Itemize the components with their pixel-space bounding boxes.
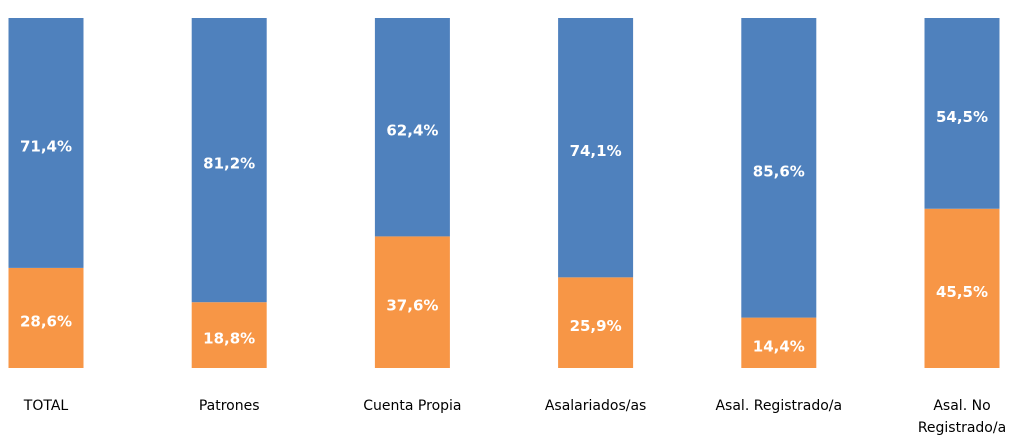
- value-label: 62,4%: [386, 122, 438, 140]
- bar-segment: [741, 18, 817, 318]
- bar-segment: [8, 18, 84, 268]
- value-label: 45,5%: [936, 283, 988, 301]
- bar-segment: [374, 18, 450, 237]
- x-tick-label: Asalariados/as: [544, 398, 647, 414]
- bar-segment: [191, 18, 267, 303]
- bar-segment: [191, 302, 267, 368]
- x-tick-label: Cuenta Propia: [363, 398, 462, 414]
- bar-segment: [741, 317, 817, 368]
- x-tick-label: Asal. Registrado/a: [715, 398, 843, 414]
- value-label: 28,6%: [20, 312, 72, 330]
- x-tick-label: TOTAL: [23, 398, 69, 414]
- value-label: 81,2%: [203, 155, 255, 173]
- value-label: 74,1%: [570, 142, 622, 160]
- bar-segment: [374, 236, 450, 368]
- bar-segment: [924, 18, 1000, 209]
- value-label: 71,4%: [20, 137, 72, 155]
- value-label: 85,6%: [753, 162, 805, 180]
- bar-segment: [924, 208, 1000, 368]
- value-label: 14,4%: [753, 337, 805, 355]
- x-tick-label: Asal. No Registrado/a: [917, 398, 1007, 436]
- bar-segment: [558, 277, 634, 368]
- value-label: 18,8%: [203, 330, 255, 348]
- value-label: 37,6%: [386, 297, 438, 315]
- bar-segment: [558, 18, 634, 278]
- value-label: 54,5%: [936, 108, 988, 126]
- value-label: 25,9%: [570, 317, 622, 335]
- bar-segment: [8, 267, 84, 368]
- x-tick-label: Patrones: [198, 398, 260, 414]
